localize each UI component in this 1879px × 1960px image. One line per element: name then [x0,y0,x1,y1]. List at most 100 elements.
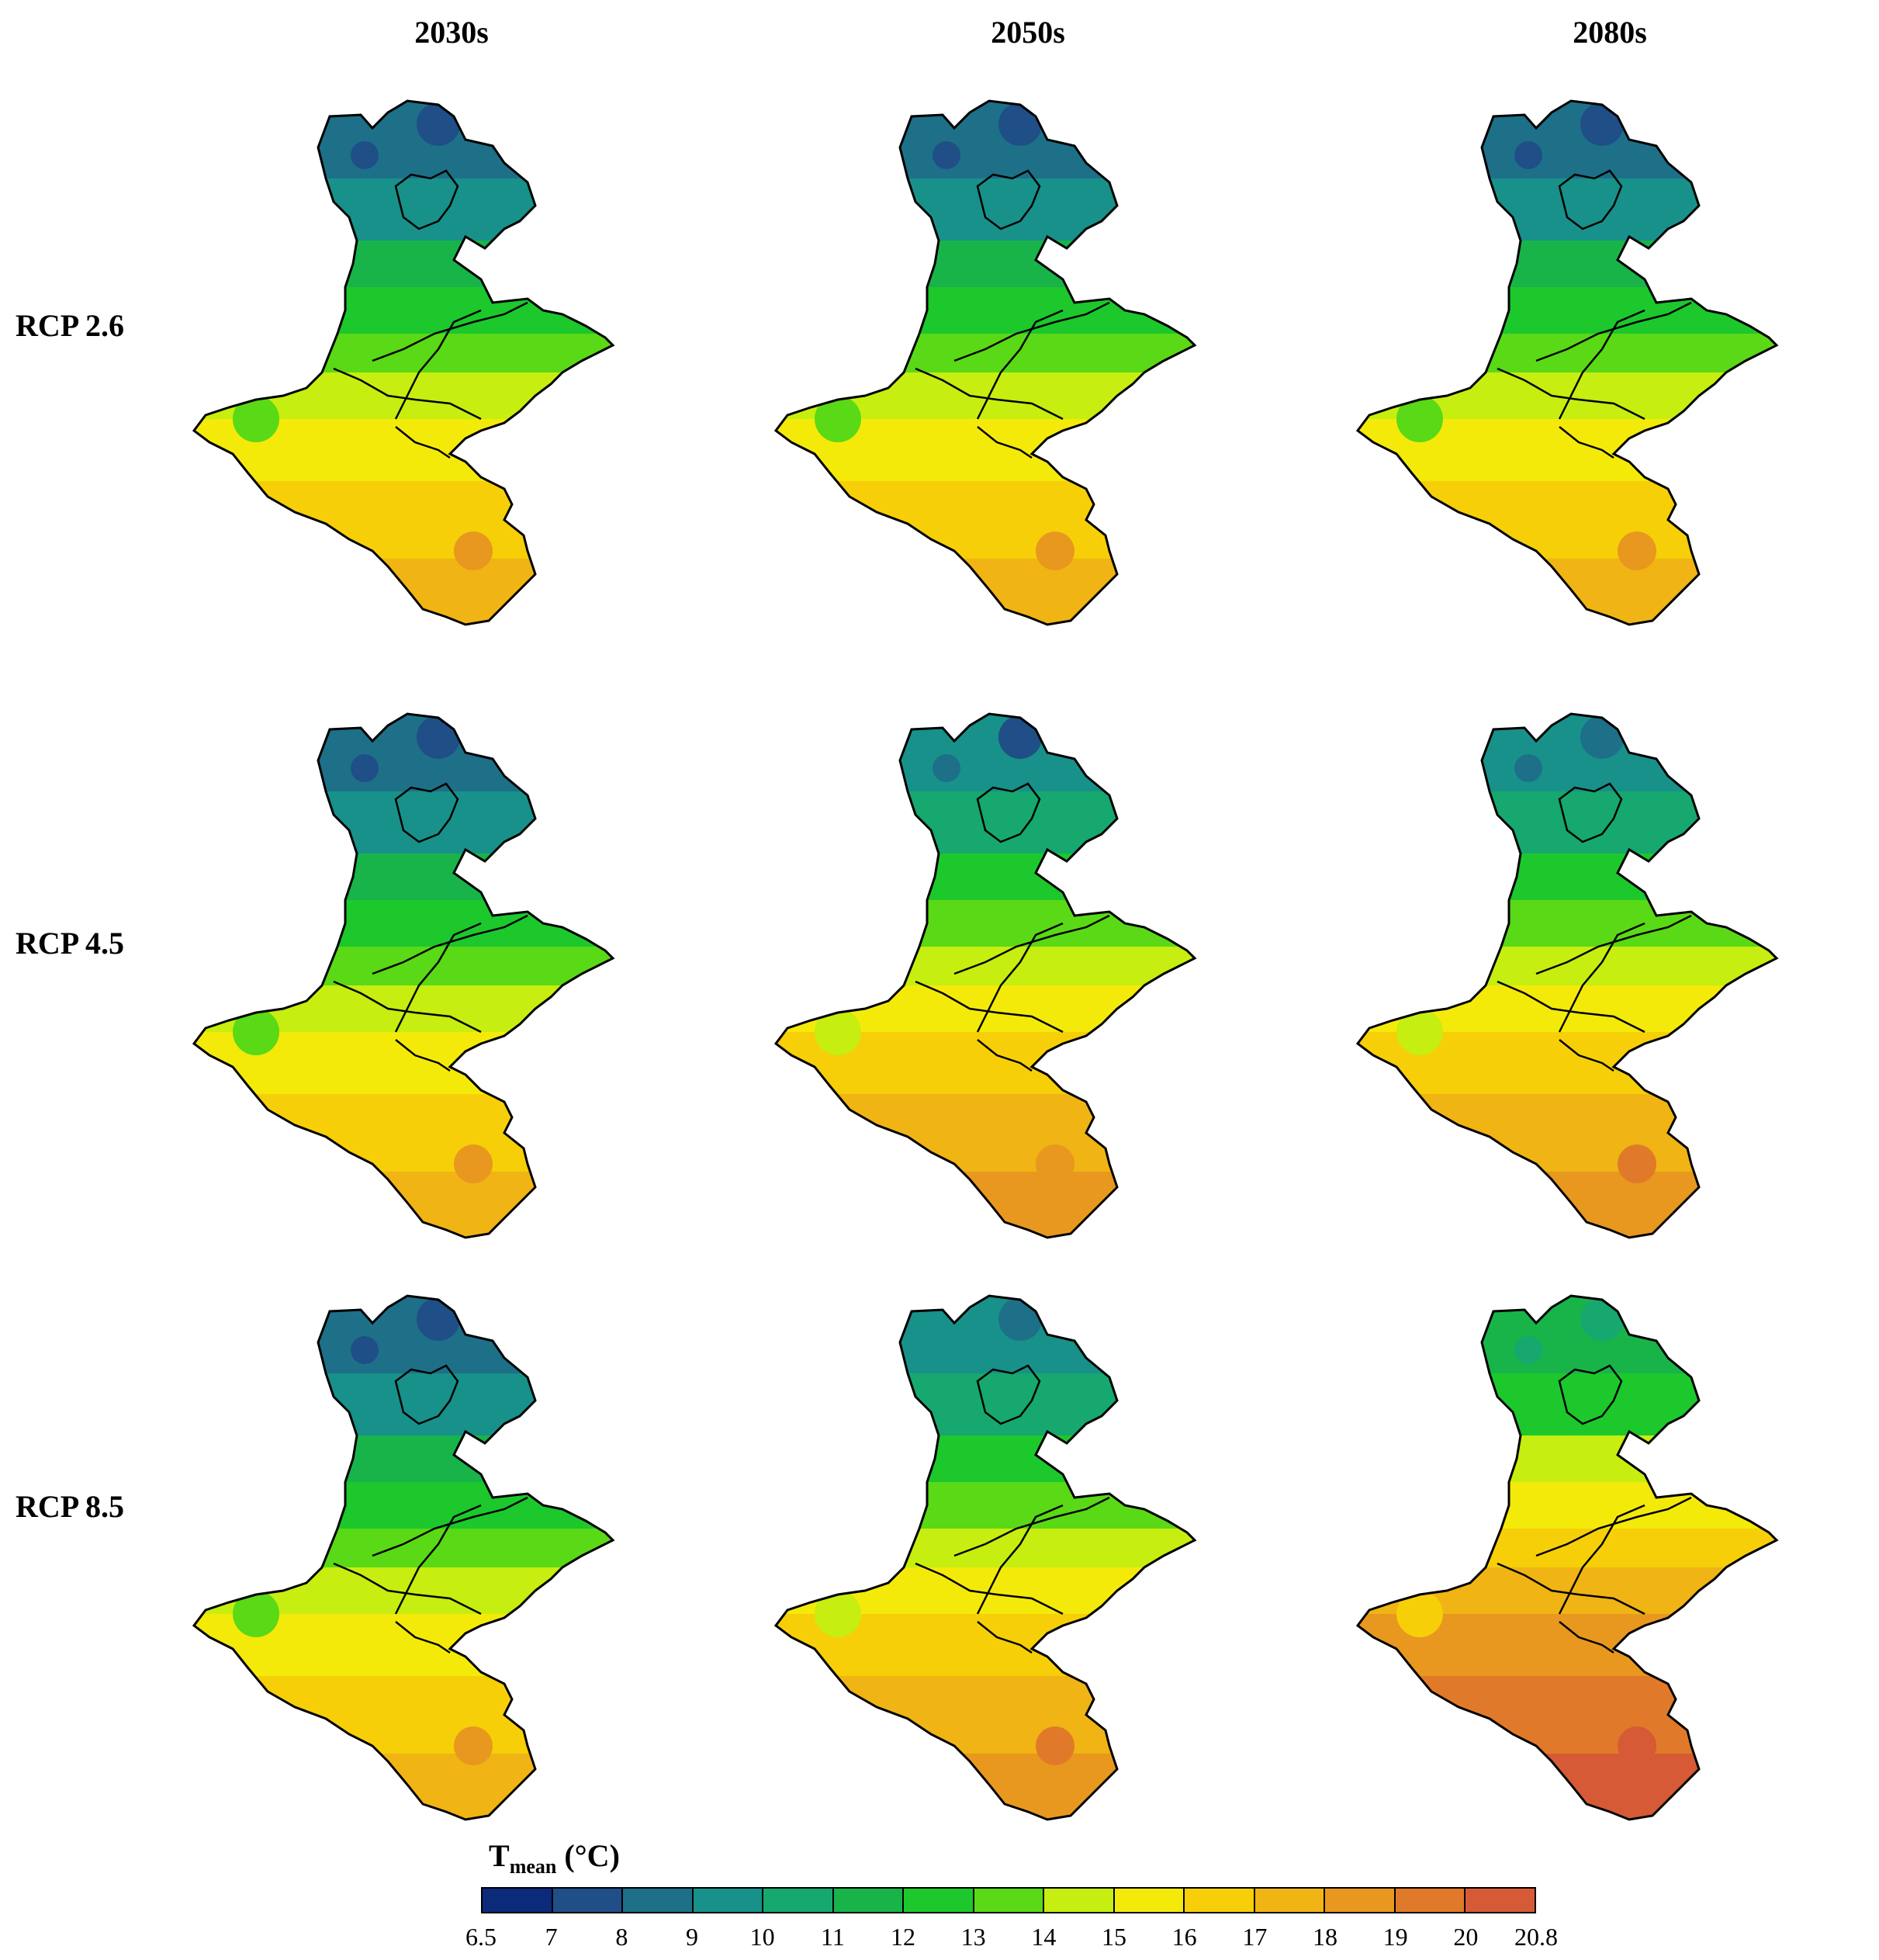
province-boundary [915,980,1064,1034]
colorbar-tick-label: 20 [1453,1923,1479,1951]
province-boundary [395,426,451,459]
temperature-spot [351,1336,379,1364]
temperature-spot [1514,754,1542,782]
province-boundary [953,301,1110,362]
colorbar-tick-label: 14 [1031,1923,1057,1951]
temperature-spot [1618,532,1656,570]
temperature-band [1358,178,1777,250]
colorbar-tick-label: 15 [1102,1923,1126,1951]
province-boundary [977,426,1033,459]
temperature-band [1358,1172,1777,1238]
temperature-spot [1618,1726,1656,1765]
map-panel [140,667,683,1257]
colorbar-cell [1325,1889,1396,1912]
temperature-band [776,419,1195,490]
temperature-spot [351,141,379,169]
temperature-band [194,1172,613,1238]
temperature-band [776,178,1195,250]
temperature-spot [1514,1336,1542,1364]
temperature-spot [998,715,1042,759]
province-boundary [1558,782,1623,843]
colorbar-tick-label: 10 [749,1923,775,1951]
colorbar-tick-label: 17 [1242,1923,1268,1951]
province-boundary [1497,980,1645,1034]
province-boundary [1558,169,1623,230]
temperature-band [194,1754,613,1820]
province-boundary [915,367,1064,421]
temperature-band [776,481,1195,568]
colorbar-tick-label: 19 [1382,1923,1408,1951]
temperature-spot [233,1591,279,1637]
temperature-band [194,1094,613,1181]
temperature-spot [1618,1144,1656,1183]
temperature-band [1358,1094,1777,1181]
temperature-spot [1396,396,1443,442]
province-boundary [394,782,459,843]
colorbar-cell [1044,1889,1115,1912]
column-header-2050s: 2050s [991,15,1065,50]
map-panel [721,667,1265,1257]
column-header-2030s: 2030s [414,15,489,50]
province-boundary [976,1504,1064,1615]
province-boundary [1535,914,1692,975]
temperature-band [1358,1614,1777,1685]
column-header-2080s: 2080s [1573,15,1647,50]
temperature-spot [1036,532,1074,570]
colorbar [481,1887,1536,1913]
temperature-band [194,791,613,863]
province-boundary [394,922,482,1033]
colorbar-tick-label: 16 [1171,1923,1197,1951]
colorbar-tick-label: 12 [891,1923,915,1951]
map-panel [1303,667,1846,1257]
colorbar-cell [552,1889,624,1912]
row-header-rcp26: RCP 2.6 [16,308,124,343]
region-outline [192,712,615,1239]
temperature-band [194,419,613,490]
temperature-spot [1396,1591,1443,1637]
temperature-spot [933,1336,960,1364]
temperature-band [1358,419,1777,490]
temperature-band [776,559,1195,625]
temperature-spot [351,754,379,782]
colorbar-cell [974,1889,1045,1912]
province-boundary [953,1496,1110,1557]
temperature-band [1358,1373,1777,1445]
region-outline [1355,712,1779,1239]
colorbar-tick-label: 13 [960,1923,986,1951]
colorbar-tick-label: 7 [545,1923,558,1951]
temperature-spot [233,396,279,442]
map-panel [1303,54,1846,644]
colorbar-cell [483,1889,553,1912]
temperature-spot [454,1726,493,1765]
temperature-band [194,481,613,568]
province-boundary [1535,1496,1692,1557]
temperature-band [776,1676,1195,1763]
region-outline [773,1294,1197,1821]
province-boundary [333,367,482,421]
province-boundary [1558,309,1645,420]
province-boundary [394,309,482,420]
region-outline [1355,99,1779,626]
province-boundary [1535,301,1692,362]
colorbar-cell [693,1889,764,1912]
temperature-band [776,1172,1195,1238]
colorbar-cell [763,1889,834,1912]
temperature-spot [233,1009,279,1055]
temperature-band [194,178,613,250]
colorbar-tick-label: 8 [615,1923,628,1951]
province-boundary [1559,426,1614,459]
province-boundary [976,1364,1041,1425]
temperature-band [776,791,1195,863]
province-boundary [915,1562,1064,1615]
province-boundary [1558,1364,1623,1425]
temperature-spot [417,102,460,146]
temperature-spot [815,396,861,442]
temperature-band [1358,559,1777,625]
map-panel [140,1249,683,1839]
temperature-band [776,1754,1195,1820]
province-boundary [1497,1562,1645,1615]
colorbar-tick-label: 6.5 [465,1923,497,1951]
province-boundary [976,922,1064,1033]
province-boundary [394,1504,482,1615]
province-boundary [333,980,482,1034]
